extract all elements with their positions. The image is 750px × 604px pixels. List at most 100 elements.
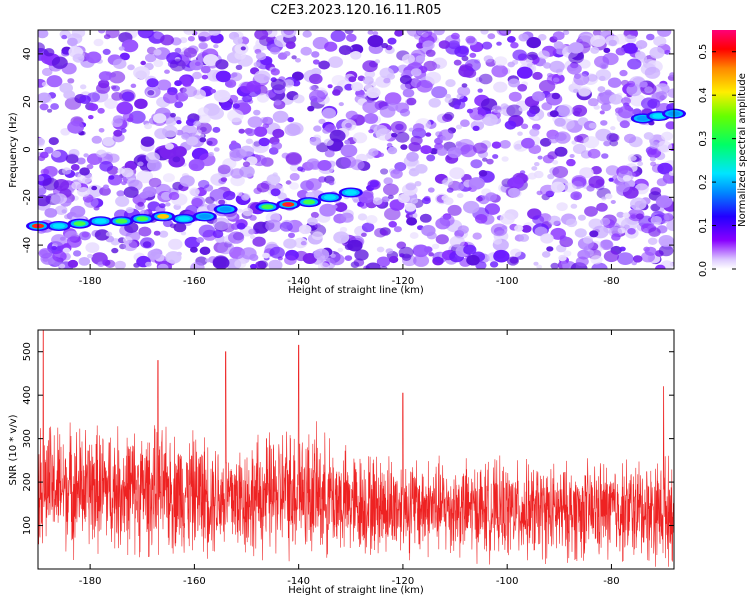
heatmap-cell (358, 191, 374, 204)
heatmap-cell (454, 182, 465, 191)
heatmap-cell (554, 117, 566, 127)
heatmap-cell (574, 135, 583, 143)
heatmap-cell (409, 232, 419, 239)
heatmap-cell (518, 33, 529, 42)
heatmap-cell (447, 147, 462, 159)
heatmap-cell (97, 107, 105, 114)
heatmap-cell (624, 133, 636, 144)
heatmap-cell (562, 30, 570, 36)
colorbar-tick-label: 0.0 (698, 261, 709, 277)
heatmap-cell (39, 103, 49, 111)
heatmap-cell (308, 90, 326, 103)
y-tick-label: 400 (22, 386, 33, 405)
heatmap-cell (332, 204, 338, 209)
heatmap-cell (43, 48, 55, 57)
heatmap-cell (419, 213, 432, 223)
heatmap-cell (538, 50, 550, 60)
heatmap-cell (537, 155, 543, 160)
heatmap-cell (506, 256, 519, 266)
heatmap-cell (547, 173, 555, 180)
heatmap-cell (443, 197, 454, 206)
heatmap-cell (398, 246, 414, 259)
heatmap-cell (48, 137, 59, 146)
heatmap-cell (283, 51, 291, 57)
heatmap-cell (344, 255, 353, 261)
heatmap-cell (236, 191, 243, 197)
heatmap-cell (526, 109, 537, 117)
heatmap-cell (285, 180, 292, 185)
heatmap-cell (212, 126, 221, 133)
heatmap-cell (460, 119, 470, 127)
heatmap-cell (328, 56, 343, 68)
heatmap-cell (668, 170, 674, 176)
heatmap-cell (550, 181, 566, 193)
heatmap-cell (174, 80, 183, 87)
heatmap-cell (647, 147, 662, 159)
heatmap-cell (262, 123, 270, 129)
heatmap-cell (420, 145, 432, 155)
heatmap-cell (553, 41, 564, 49)
heatmap-cell (319, 203, 336, 217)
heatmap-cell (112, 115, 124, 124)
heatmap-cell (619, 246, 626, 252)
heatmap-cell (451, 32, 460, 40)
heatmap-cell (232, 103, 240, 109)
heatmap-cell (365, 262, 381, 269)
heatmap-cell (423, 246, 433, 253)
heatmap-cell (77, 187, 91, 197)
heatmap-cell (566, 218, 578, 228)
heatmap-cell (457, 225, 469, 234)
heatmap-cell (269, 46, 281, 55)
heatmap-cell (225, 79, 237, 88)
heatmap-cell (623, 42, 638, 54)
heatmap-cell (388, 255, 399, 264)
heatmap-cell (272, 172, 278, 177)
heatmap-cell (665, 121, 674, 130)
heatmap-cell (187, 36, 195, 42)
heatmap-cell (590, 46, 600, 54)
heatmap-cell (445, 79, 456, 88)
heatmap-cell (61, 49, 70, 57)
heatmap-cell (359, 202, 368, 209)
heatmap-cell (438, 40, 450, 49)
heatmap-cell (242, 161, 251, 167)
heatmap-cell (512, 49, 527, 61)
heatmap-cell (123, 239, 138, 252)
heatmap-cell (597, 86, 606, 93)
heatmap-cell (546, 246, 554, 252)
heatmap-cell (653, 36, 667, 47)
heatmap-cell (292, 71, 304, 81)
heatmap-cell (362, 76, 374, 85)
heatmap-cell (108, 175, 115, 180)
heatmap-cell (556, 202, 568, 212)
heatmap-cell (493, 81, 508, 93)
spectrogram-heatmap (38, 30, 674, 269)
heatmap-cell (201, 74, 209, 80)
heatmap-cell (115, 195, 130, 207)
heatmap-cell (181, 133, 190, 140)
heatmap-cell (91, 185, 98, 191)
x-tick-label: -160 (183, 276, 206, 287)
heatmap-cell (121, 91, 135, 102)
heatmap-cell (643, 132, 654, 140)
y-tick-label: 300 (22, 429, 33, 448)
heatmap-cell (622, 175, 632, 182)
heatmap-cell (404, 203, 417, 212)
heatmap-cell (526, 37, 541, 49)
heatmap-cell (180, 231, 187, 236)
heatmap-cell (500, 103, 509, 110)
heatmap-cell (137, 30, 154, 39)
heatmap-cell (493, 249, 510, 263)
heatmap-cell (521, 123, 529, 130)
heatmap-cell (302, 30, 312, 38)
heatmap-cell (384, 92, 402, 105)
heatmap-cell (40, 168, 50, 176)
heatmap-cell (121, 39, 139, 53)
heatmap-cell (368, 148, 379, 157)
heatmap-cell (567, 63, 582, 75)
heatmap-cell (388, 194, 394, 200)
heatmap-cell (397, 193, 410, 204)
ridge-point (157, 214, 170, 219)
heatmap-cell (660, 196, 673, 206)
heatmap-cell (283, 238, 297, 249)
